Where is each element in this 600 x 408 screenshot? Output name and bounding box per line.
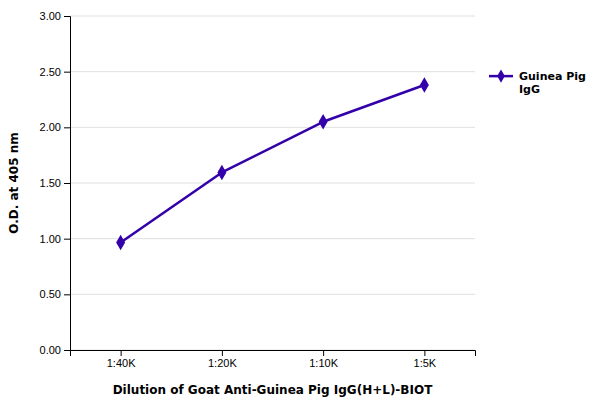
tick: 2.50 <box>40 66 70 78</box>
tick: 0.50 <box>40 288 70 300</box>
tick-mark <box>121 350 122 356</box>
tick-mark <box>64 239 70 240</box>
grid-line <box>70 16 475 17</box>
tick-label: 1:5K <box>414 357 437 369</box>
x-axis: 1:40K 1:20K 1:10K 1:5K <box>71 350 476 369</box>
x-axis-title: Dilution of Goat Anti-Guinea Pig IgG(H+L… <box>113 383 434 397</box>
line <box>121 85 425 243</box>
axis-line <box>71 351 476 357</box>
grid-line <box>70 294 475 295</box>
tick-mark <box>222 350 223 356</box>
tick-label: 1.50 <box>40 177 61 189</box>
legend: Guinea PigIgG <box>489 70 586 97</box>
tick-label: 0.00 <box>40 344 61 356</box>
tick-label: 1:10K <box>309 357 338 369</box>
marks <box>116 77 429 250</box>
tick: 1:20K <box>208 350 237 369</box>
tick: 1.50 <box>40 177 70 189</box>
tick: 3.00 <box>40 10 70 22</box>
grid-line <box>70 71 475 72</box>
tick: 1:5K <box>414 350 437 369</box>
legend-marker <box>497 70 505 83</box>
tick-mark <box>64 350 70 351</box>
chart: 0.000.501.001.502.002.503.001:40K1:20K1:… <box>0 0 600 408</box>
tick-mark <box>424 350 425 356</box>
grid-line <box>70 127 475 128</box>
tick-mark <box>64 72 70 73</box>
tick-mark <box>323 350 324 356</box>
marker <box>217 165 226 181</box>
tick-mark <box>64 294 70 295</box>
plot: 0.000.501.001.502.002.503.001:40K1:20K1:… <box>40 10 476 369</box>
marker <box>116 235 125 251</box>
y-axis-title: O.D. at 405 nm <box>7 132 21 233</box>
tick-label: 1:40K <box>107 357 136 369</box>
legend-label: Guinea PigIgG <box>519 70 586 96</box>
tick-label: 3.00 <box>40 10 61 22</box>
tick-label: 2.50 <box>40 66 61 78</box>
tick-mark <box>64 16 70 17</box>
tick-label: 1:20K <box>208 357 237 369</box>
series <box>116 77 429 250</box>
grid-line <box>70 183 475 184</box>
marker <box>319 114 328 130</box>
tick-label: 1.00 <box>40 233 61 245</box>
tick-mark <box>64 183 70 184</box>
tick: 1.00 <box>40 233 70 245</box>
y-axis: 0.00 0.50 1.00 1.50 2.00 2.50 3.00 <box>40 10 71 356</box>
tick: 1:10K <box>309 350 338 369</box>
tick: 0.00 <box>40 344 70 356</box>
tick: 2.00 <box>40 121 70 133</box>
tick-label: 0.50 <box>40 288 61 300</box>
tick: 1:40K <box>107 350 136 369</box>
grid <box>70 16 475 350</box>
grid-line <box>70 238 475 239</box>
tick-mark <box>64 127 70 128</box>
marker <box>420 77 429 93</box>
legend-item: Guinea PigIgG <box>489 70 586 97</box>
tick-label: 2.00 <box>40 121 61 133</box>
axis-line <box>64 17 71 351</box>
